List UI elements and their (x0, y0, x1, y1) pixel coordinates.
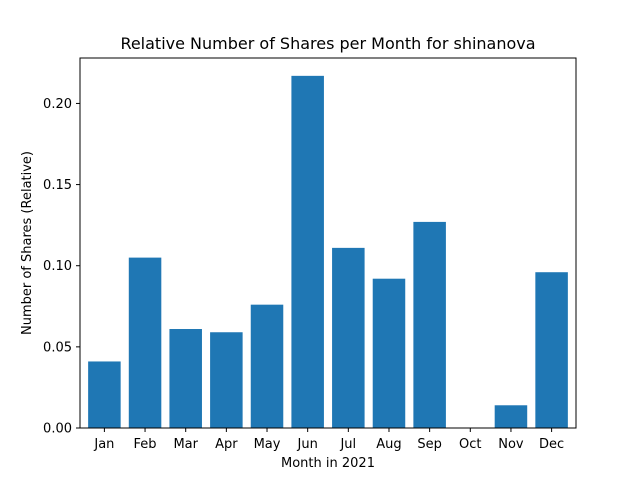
x-tick-label-nov: Nov (498, 437, 524, 452)
x-tick-label-may: May (254, 437, 281, 452)
chart-title: Relative Number of Shares per Month for … (120, 34, 535, 53)
y-tick-label-3: 0.15 (43, 178, 72, 193)
x-tick-label-feb: Feb (134, 437, 157, 452)
x-axis-label: Month in 2021 (281, 456, 375, 471)
x-tick-label-apr: Apr (215, 437, 238, 452)
bar-mar (169, 329, 202, 428)
y-axis: 0.00 0.05 0.10 0.15 0.20 (43, 97, 80, 437)
x-axis: Jan Feb Mar Apr May Jun Jul Aug Sep Oct Nov Dec (93, 428, 564, 452)
x-tick-label-dec: Dec (539, 437, 564, 452)
x-tick-label-aug: Aug (376, 437, 401, 452)
y-axis-label: Number of Shares (Relative) (20, 151, 35, 335)
y-tick-label-2: 0.10 (43, 259, 72, 274)
bar-sep (413, 221, 446, 428)
y-tick-label-1: 0.05 (43, 340, 72, 355)
x-tick-label-jul: Jul (339, 437, 356, 452)
bar-feb (128, 257, 162, 428)
x-tick-label-sep: Sep (417, 437, 442, 452)
bar-dec (535, 272, 568, 428)
bar-jun (291, 75, 324, 428)
bar-aug (372, 278, 406, 428)
bars-group (88, 75, 568, 428)
y-tick-label-4: 0.20 (43, 97, 72, 112)
x-tick-label-oct: Oct (459, 437, 481, 452)
plot-frame (79, 57, 577, 429)
x-tick-label-jun: Jun (297, 437, 318, 452)
bar-nov (494, 405, 528, 428)
x-tick-label-jan: Jan (93, 437, 114, 452)
bar-jan (88, 361, 121, 428)
bar-apr (210, 332, 243, 428)
y-tick-label-0: 0.00 (43, 422, 72, 437)
bar-jul (332, 247, 365, 428)
x-tick-label-mar: Mar (173, 437, 198, 452)
bar-may (250, 304, 284, 428)
